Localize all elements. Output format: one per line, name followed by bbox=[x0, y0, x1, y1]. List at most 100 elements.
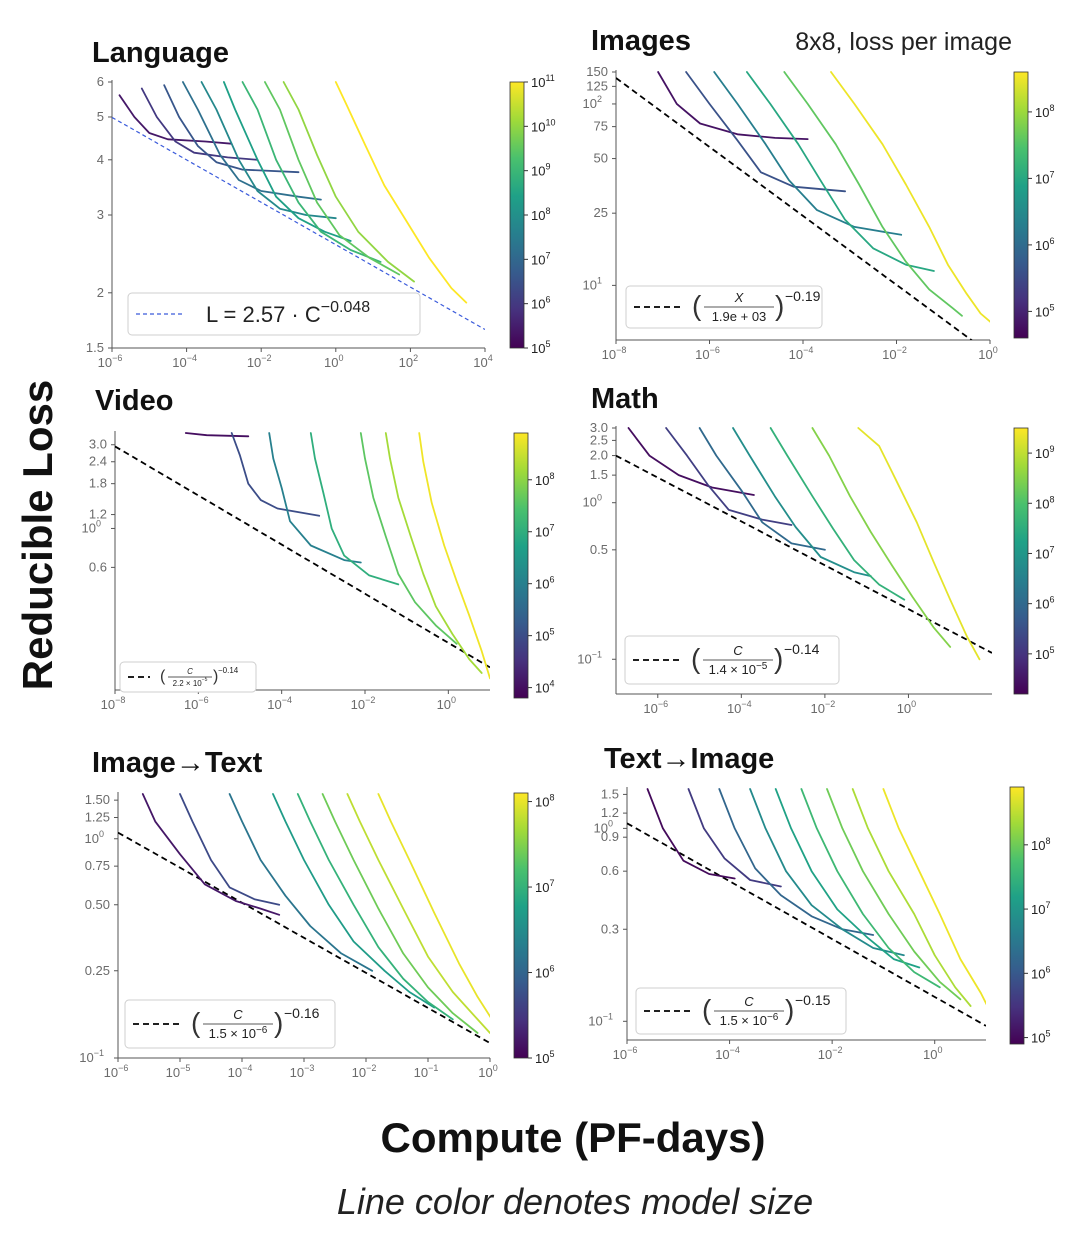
fit-line bbox=[112, 116, 485, 331]
series-line bbox=[268, 432, 362, 564]
series-line bbox=[826, 788, 962, 1001]
x-tick-label: 10−4 bbox=[172, 353, 197, 370]
legend-numerator: C bbox=[233, 1007, 243, 1022]
series-line bbox=[749, 788, 905, 957]
y-tick-label: 102 bbox=[583, 94, 602, 111]
legend: (C 1.4 × 10−5) −0.14 bbox=[624, 635, 840, 685]
x-tick-label: 10−6 bbox=[643, 699, 668, 716]
x-tick-label: 10−2 bbox=[247, 353, 272, 370]
series-line bbox=[222, 81, 352, 242]
series-line bbox=[359, 432, 458, 645]
series-line bbox=[627, 427, 755, 496]
x-axis-label: Compute (PF-days) bbox=[380, 1114, 765, 1161]
panel-title: Video bbox=[95, 385, 173, 417]
colorbar-tick-label: 105 bbox=[1031, 1029, 1050, 1046]
series-line bbox=[830, 71, 990, 323]
x-tick-label: 100 bbox=[923, 1045, 942, 1062]
series-line bbox=[685, 71, 846, 193]
panel-images: Images 8x8, loss per image 10−8 10−6 10−4 10−… bbox=[583, 25, 1055, 362]
plot-area bbox=[112, 81, 485, 331]
series-line bbox=[140, 87, 259, 161]
colorbar-tick-label: 104 bbox=[535, 679, 554, 696]
x-tick-label: 10−4 bbox=[789, 345, 814, 362]
series-line bbox=[241, 81, 382, 263]
x-tick-label: 104 bbox=[473, 353, 492, 370]
y-tick-label: 3.0 bbox=[590, 420, 608, 435]
panel-title: Language bbox=[92, 37, 229, 69]
colorbar-tick-label: 106 bbox=[1035, 236, 1054, 253]
series-line bbox=[851, 788, 972, 1007]
plot-area bbox=[627, 788, 986, 1027]
series-line bbox=[346, 793, 490, 1034]
x-tick-label: 10−2 bbox=[811, 699, 836, 716]
y-tick-label: 2.5 bbox=[590, 432, 608, 447]
fit-line bbox=[115, 445, 490, 669]
series-line bbox=[263, 81, 401, 276]
y-tick-label: 100 bbox=[82, 518, 101, 535]
y-tick-label: 50 bbox=[594, 151, 608, 166]
legend: L = 2.57 · C−0.048 bbox=[127, 292, 421, 336]
colorbar-tick-label: 108 bbox=[1035, 494, 1054, 511]
legend-paren-left: ( bbox=[191, 1007, 201, 1038]
series-line bbox=[687, 788, 782, 888]
series-line bbox=[296, 793, 454, 1021]
x-tick-label: 10−8 bbox=[602, 345, 627, 362]
series-line bbox=[163, 84, 300, 174]
legend-exponent: −0.15 bbox=[795, 992, 831, 1008]
colorbar-tick-label: 107 bbox=[1035, 544, 1054, 561]
series-line bbox=[857, 427, 981, 661]
legend-numerator: C bbox=[744, 994, 754, 1009]
series-line bbox=[882, 788, 986, 1006]
legend-paren-right: ) bbox=[213, 668, 218, 685]
legend-paren-right: ) bbox=[775, 290, 784, 321]
x-tick-label: 10−3 bbox=[290, 1063, 315, 1080]
x-tick-label: 10−4 bbox=[228, 1063, 253, 1080]
colorbar-tick-label: 108 bbox=[535, 471, 554, 488]
colorbar-tick-label: 108 bbox=[531, 206, 550, 223]
colorbar-tick-label: 1010 bbox=[531, 117, 555, 134]
colorbar-tick-label: 105 bbox=[535, 1049, 554, 1066]
colorbar-tick-label: 1011 bbox=[531, 73, 555, 90]
x-tick-label: 10−5 bbox=[166, 1063, 191, 1080]
x-tick-label: 10−2 bbox=[351, 695, 376, 712]
y-tick-label: 2 bbox=[97, 285, 104, 300]
legend-exponent: −0.14 bbox=[784, 641, 820, 657]
series-line bbox=[746, 71, 935, 272]
series-line bbox=[418, 432, 490, 680]
colorbar-tick-label: 106 bbox=[1035, 595, 1054, 612]
y-tick-label: 10−1 bbox=[79, 1048, 104, 1065]
panel-language: Language 10−6 10−4 10−2 100 102 104 1.5 2 3 4 5 6 105… bbox=[86, 37, 556, 370]
y-tick-label: 6 bbox=[97, 74, 104, 89]
colorbar-tick-label: 105 bbox=[531, 339, 550, 356]
colorbar-tick-label: 106 bbox=[535, 575, 554, 592]
y-tick-label: 1.8 bbox=[89, 476, 107, 491]
y-tick-label: 75 bbox=[594, 119, 608, 134]
x-tick-label: 10−6 bbox=[104, 1063, 129, 1080]
series-line bbox=[384, 432, 483, 674]
colorbar bbox=[509, 81, 525, 349]
y-tick-label: 1.5 bbox=[590, 467, 608, 482]
y-tick-label: 2.4 bbox=[89, 454, 107, 469]
y-tick-label: 25 bbox=[594, 205, 608, 220]
series-line bbox=[698, 427, 826, 551]
x-tick-label: 10−4 bbox=[727, 699, 752, 716]
legend-exponent: −0.16 bbox=[284, 1005, 320, 1021]
x-tick-label: 10−4 bbox=[715, 1045, 740, 1062]
series-line bbox=[800, 788, 941, 989]
series-line bbox=[184, 432, 250, 438]
colorbar bbox=[1013, 427, 1029, 695]
legend-label: L = 2.57 · C−0.048 bbox=[206, 299, 370, 327]
series-line bbox=[732, 427, 872, 577]
x-tick-label: 100 bbox=[324, 353, 343, 370]
x-tick-label: 10−2 bbox=[818, 1045, 843, 1062]
series-line bbox=[282, 81, 416, 283]
x-tick-label: 10−2 bbox=[882, 345, 907, 362]
colorbar-tick-label: 105 bbox=[1035, 302, 1054, 319]
panel-subtitle: 8x8, loss per image bbox=[795, 28, 1012, 56]
legend-denominator: 2.2 × 10−5 bbox=[173, 677, 208, 688]
series-line bbox=[377, 793, 490, 1018]
series-line bbox=[718, 788, 875, 936]
colorbar-tick-label: 106 bbox=[535, 964, 554, 981]
legend-paren-right: ) bbox=[274, 1007, 283, 1038]
